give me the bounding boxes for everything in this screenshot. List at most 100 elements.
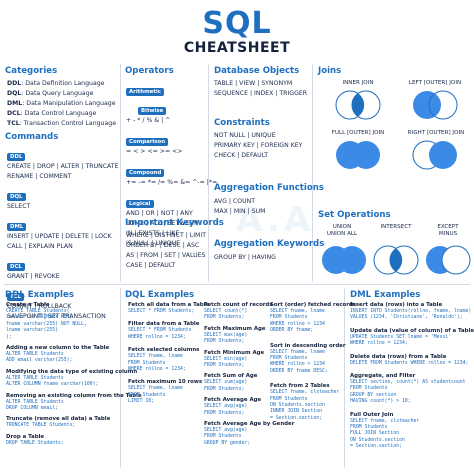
agg-keyword-line: GROUP BY | HAVING [214, 254, 276, 261]
example-block: Fetch selected columns SELECT fname, lna… [128, 347, 200, 373]
code-line: SELECT avg(age) [204, 404, 248, 410]
category-text: : Data Control Language [20, 110, 97, 117]
code-line: FROM Students [270, 315, 308, 321]
code-line: INSERT INTO Students(rollno, fname, lnam… [350, 309, 472, 314]
example-block: Filter data from a Table SELECT * FROM S… [128, 321, 200, 341]
code-line: WHERE rollno = 1234; [128, 367, 186, 373]
constraints-list: NOT NULL | UNIQUE PRIMARY KEY | FOREIGN … [214, 131, 302, 161]
example-heading: Update data (value of column) of a Table [350, 327, 474, 334]
code-line: HAVING count(*) > 10; [350, 399, 411, 405]
code-line: FROM Students [204, 434, 242, 440]
example-block: Drop a Table DROP TABLE Students; [6, 434, 118, 447]
code-line: DROP COLUMN email; [6, 406, 58, 412]
keyword-line: AS | FROM | SET | VALUES [126, 252, 206, 259]
db-object-line: TABLE | VIEW | SYNONYM [214, 80, 293, 87]
code-line: LIMIT 10; [128, 399, 154, 405]
full-join-diagram [336, 141, 380, 169]
code-line: WHERE rollno = 1234; [128, 334, 186, 340]
category-text: : Transaction Control Language [19, 120, 117, 127]
page-title: SQL [202, 6, 272, 41]
example-heading: Removing an existing column from the Tab… [6, 392, 142, 399]
operator-group: Logical AND | OR | NOT | ANY SOME | ALL … [126, 190, 206, 249]
example-heading: Create a Table [6, 302, 50, 308]
category-abbr: DQL [7, 90, 22, 97]
example-block: Sort (order) fetched records SELECT fnam… [270, 302, 356, 335]
agg-function-line: AVG | COUNT [214, 198, 256, 205]
code-line: FROM Students [270, 396, 308, 402]
operator-group: Compound += -= *= /= %= &= ^-= |*= [126, 159, 217, 188]
dml-examples-title: DML Examples [350, 290, 421, 300]
code-line: FROM Students [350, 425, 388, 431]
example-heading: Fetch Maximum Age [204, 325, 266, 332]
venn-circle-right [338, 246, 366, 274]
joins-title: Joins [318, 66, 342, 76]
keyword-line: CASE | DEFAULT [126, 262, 176, 269]
page-subtitle: CHEATSHEET [183, 40, 291, 56]
code-line: ALTER COLUMN fname varchar(100); [6, 382, 99, 388]
example-heading: Fetch Minimum Age [204, 349, 265, 356]
categories-title: Categories [5, 66, 58, 76]
code-line: TRUNCATE TABLE Students; [6, 423, 76, 429]
dml-examples-list: Insert data (rows) into a Table INSERT I… [350, 302, 474, 451]
code-line: FROM Students; [204, 339, 245, 345]
command-group: DML INSERT | UPDATE | DELETE | LOCK CALL… [7, 213, 119, 252]
example-heading: Sort (order) fetched records [270, 302, 356, 308]
column-divider [120, 64, 121, 282]
code-line: WHERE rollno = 1234; [350, 341, 408, 347]
set-operations-title: Set Operations [318, 210, 391, 220]
code-line: WHERE rollno > 1234 [270, 321, 325, 327]
code-line: ORDER BY fname; [270, 328, 314, 334]
example-block: Truncate (remove all data) a Table TRUNC… [6, 416, 118, 429]
example-block: Fetch Minimum Age SELECT min(age) FROM S… [204, 350, 268, 370]
aggregation-keywords-title: Aggregation Keywords [214, 239, 325, 249]
code-line: UPDATE Students SET lname = 'Messi' [350, 334, 452, 340]
column-divider [312, 64, 313, 282]
code-line: lname varchar(255) [6, 328, 58, 334]
operator-line: IS NULL | UNIQUE [126, 240, 181, 247]
operators-list: Arithmetic Bitwise + - * / % & | ^ Compa… [126, 78, 217, 249]
important-keywords-title: Important Keywords [125, 218, 224, 228]
example-heading: Fetch all data from a Table [128, 302, 210, 308]
category-item: TCL: Transaction Control Language [7, 119, 116, 129]
set-op-label: UNION UNION ALL [326, 224, 358, 237]
code-line: rollno int PRIMARY KEY, [6, 315, 73, 321]
aggregation-functions-list: AVG | COUNT MAX | MIN | SUM [214, 197, 265, 217]
commands-list: DDL CREATE | DROP | ALTER | TRUNCATE REN… [7, 143, 119, 322]
category-text: : Data Query Language [21, 90, 94, 97]
code-line: SELECT count(*) [204, 309, 248, 314]
code-line: ADD email varchar(255); [6, 358, 73, 364]
command-badge: DQL [7, 193, 26, 201]
command-line: CREATE | DROP | ALTER | TRUNCATE [7, 163, 119, 170]
example-block: Delete data (rows) from a Table DELETE F… [350, 354, 472, 367]
dql-examples-col2: Fetch count of records SELECT count(*) F… [204, 302, 295, 447]
left-join-diagram [413, 90, 458, 120]
example-heading: Fetch maximum 10 rows [128, 379, 203, 386]
example-heading: Sort in descending order [270, 342, 346, 349]
database-objects-title: Database Objects [214, 66, 300, 76]
column-divider [344, 288, 345, 468]
join-label: LEFT [OUTER] JOIN [408, 80, 462, 86]
operator-line: + - * / % & | ^ [126, 117, 171, 124]
dql-examples-title: DQL Examples [125, 290, 195, 300]
constraint-line: NOT NULL | UNIQUE [214, 132, 276, 139]
code-line: DELETE FROM Students WHERE rollno = 1234… [350, 360, 469, 366]
code-line: SELECT sum(age) [204, 380, 248, 386]
ddl-examples-title: DDL Examples [5, 290, 74, 300]
command-group: TCL COMMIT | ROLLBACK SAVEPOINT | SET TR… [7, 283, 119, 322]
example-heading: Drop a Table [6, 433, 45, 440]
operator-line: IN | EXISTS | LIKE [126, 230, 180, 237]
command-line: GRANT | REVOKE [7, 273, 60, 280]
example-heading: Fetch Average Age by Gender [204, 421, 295, 428]
aggregation-functions-title: Aggregation Functions [214, 183, 325, 193]
code-line: ALTER TABLE Students [6, 399, 64, 405]
code-line: SELECT fname, lname [270, 349, 325, 355]
example-block: Create a Table CREATE TABLE Students( ro… [6, 302, 118, 341]
example-block: Fetch count of records SELECT count(*) F… [204, 302, 273, 322]
code-line: VALUES (1234, 'Christiane', 'Ronaldo'); [350, 315, 463, 321]
inner-join-diagram [335, 90, 381, 120]
column-divider [120, 288, 121, 468]
venn-intersection [351, 93, 365, 117]
important-keywords-list: WHERE | DISTINCT | LIMIT ORDER BY | DESC… [126, 231, 206, 271]
code-line: FROM Students; [204, 386, 245, 392]
